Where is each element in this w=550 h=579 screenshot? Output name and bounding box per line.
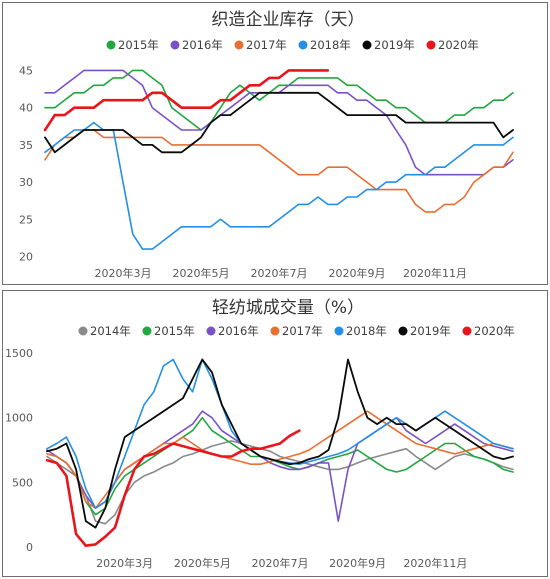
series-line-2018年 — [44, 121, 514, 250]
x-tick-label: 2020年7月 — [252, 556, 309, 570]
chart-title: 织造企业库存（天） — [212, 10, 365, 30]
x-tick-label: 2020年3月 — [96, 556, 153, 570]
series-line-2020年 — [43, 69, 330, 132]
x-tick-label: 2020年9月 — [329, 266, 386, 280]
x-tick-label: 2020年5月 — [174, 556, 231, 570]
volume-chart-panel: 轻纺城成交量（%） 2014年 2015年 2016年 2017年 2018年 2019年 2… — [2, 290, 548, 577]
x-tick-label: 2020年3月 — [95, 266, 152, 280]
legend-label: 2016年 — [182, 38, 223, 52]
legend-label: 2018年 — [310, 38, 351, 52]
y-tick-label: 1000 — [5, 412, 33, 425]
legend-label: 2015年 — [118, 38, 159, 52]
legend-marker — [170, 40, 180, 50]
y-tick-label: 45 — [19, 64, 33, 77]
legend-label: 2014年 — [90, 324, 131, 338]
volume-chart: 轻纺城成交量（%）2014年 2015年 2016年 2017年 2018年 2019年 2… — [5, 298, 515, 570]
legend-label: 2015年 — [154, 324, 195, 338]
legend-marker — [398, 326, 408, 336]
legend-marker — [270, 326, 280, 336]
y-tick-label: 25 — [19, 213, 33, 226]
series-line-2017年 — [46, 410, 514, 509]
y-tick-label: 500 — [12, 476, 33, 489]
legend-marker — [206, 326, 216, 336]
series-line-2014年 — [46, 440, 514, 525]
legend-label: 2019年 — [410, 324, 451, 338]
y-tick-label: 40 — [19, 102, 33, 115]
chart-title: 轻纺城成交量（%） — [212, 298, 364, 318]
series-line-2019年 — [44, 91, 514, 154]
series-line-2017年 — [44, 129, 514, 213]
y-tick-label: 1500 — [5, 347, 33, 360]
y-tick-label: 20 — [19, 251, 33, 264]
y-tick-label: 30 — [19, 176, 33, 189]
legend-marker — [142, 326, 152, 336]
legend-marker — [234, 40, 244, 50]
legend-label: 2017年 — [282, 324, 323, 338]
legend-label: 2020年 — [474, 324, 515, 338]
legend-marker — [106, 40, 116, 50]
inventory-chart-panel: 织造企业库存（天） 2015年 2016年 2017年 2018年 2019年 2020年 2… — [2, 2, 548, 285]
x-tick-label: 2020年11月 — [403, 266, 467, 280]
chart-legend: 2014年 2015年 2016年 2017年 2018年 2019年 2020年 — [78, 324, 515, 338]
chart-legend: 2015年 2016年 2017年 2018年 2019年 2020年 — [106, 38, 479, 52]
legend-marker — [362, 40, 372, 50]
legend-label: 2017年 — [246, 38, 287, 52]
x-tick-label: 2020年7月 — [251, 266, 308, 280]
legend-marker — [426, 40, 436, 50]
x-tick-label: 2020年9月 — [329, 556, 386, 570]
series-line-2019年 — [46, 358, 514, 529]
series-line-2015年 — [46, 416, 514, 516]
x-tick-label: 2020年11月 — [403, 556, 467, 570]
legend-label: 2020年 — [438, 38, 479, 52]
x-tick-label: 2020年5月 — [173, 266, 230, 280]
legend-marker — [298, 40, 308, 50]
legend-marker — [462, 326, 472, 336]
inventory-chart: 织造企业库存（天）2015年 2016年 2017年 2018年 2019年 2020年2… — [19, 10, 514, 280]
legend-label: 2016年 — [218, 324, 259, 338]
series-line-2020年 — [45, 429, 301, 547]
legend-marker — [334, 326, 344, 336]
legend-marker — [78, 326, 88, 336]
legend-label: 2018年 — [346, 324, 387, 338]
y-tick-label: 35 — [19, 139, 33, 152]
y-tick-label: 0 — [26, 541, 33, 554]
legend-label: 2019年 — [374, 38, 415, 52]
